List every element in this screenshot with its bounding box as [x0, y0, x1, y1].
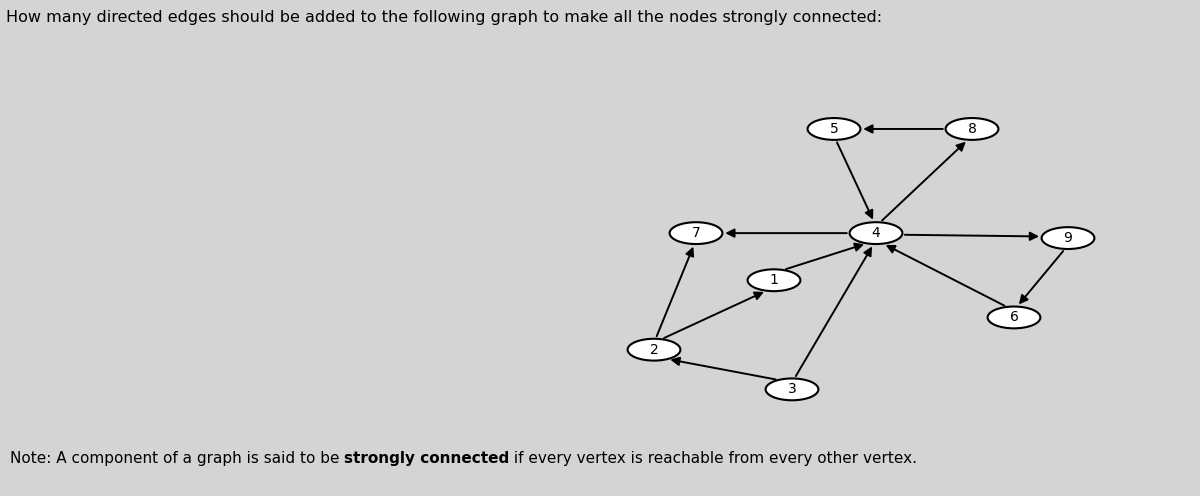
Text: 9: 9	[1063, 231, 1073, 245]
Text: if every vertex is reachable from every other vertex.: if every vertex is reachable from every …	[509, 451, 917, 466]
Text: How many directed edges should be added to the following graph to make all the n: How many directed edges should be added …	[6, 10, 882, 25]
Circle shape	[628, 339, 680, 361]
Circle shape	[946, 118, 998, 140]
Text: 3: 3	[787, 382, 797, 396]
Circle shape	[1042, 227, 1094, 249]
Circle shape	[748, 269, 800, 291]
Circle shape	[670, 222, 722, 244]
Text: 1: 1	[769, 273, 779, 287]
Circle shape	[766, 378, 818, 400]
Circle shape	[988, 307, 1040, 328]
Text: 6: 6	[1009, 310, 1019, 324]
Text: strongly connected: strongly connected	[344, 451, 509, 466]
Text: 5: 5	[829, 122, 839, 136]
Text: 7: 7	[691, 226, 701, 240]
Circle shape	[850, 222, 902, 244]
Circle shape	[808, 118, 860, 140]
Text: 2: 2	[649, 343, 659, 357]
Text: Note: A component of a graph is said to be: Note: A component of a graph is said to …	[10, 451, 344, 466]
Text: 4: 4	[871, 226, 881, 240]
Text: 8: 8	[967, 122, 977, 136]
